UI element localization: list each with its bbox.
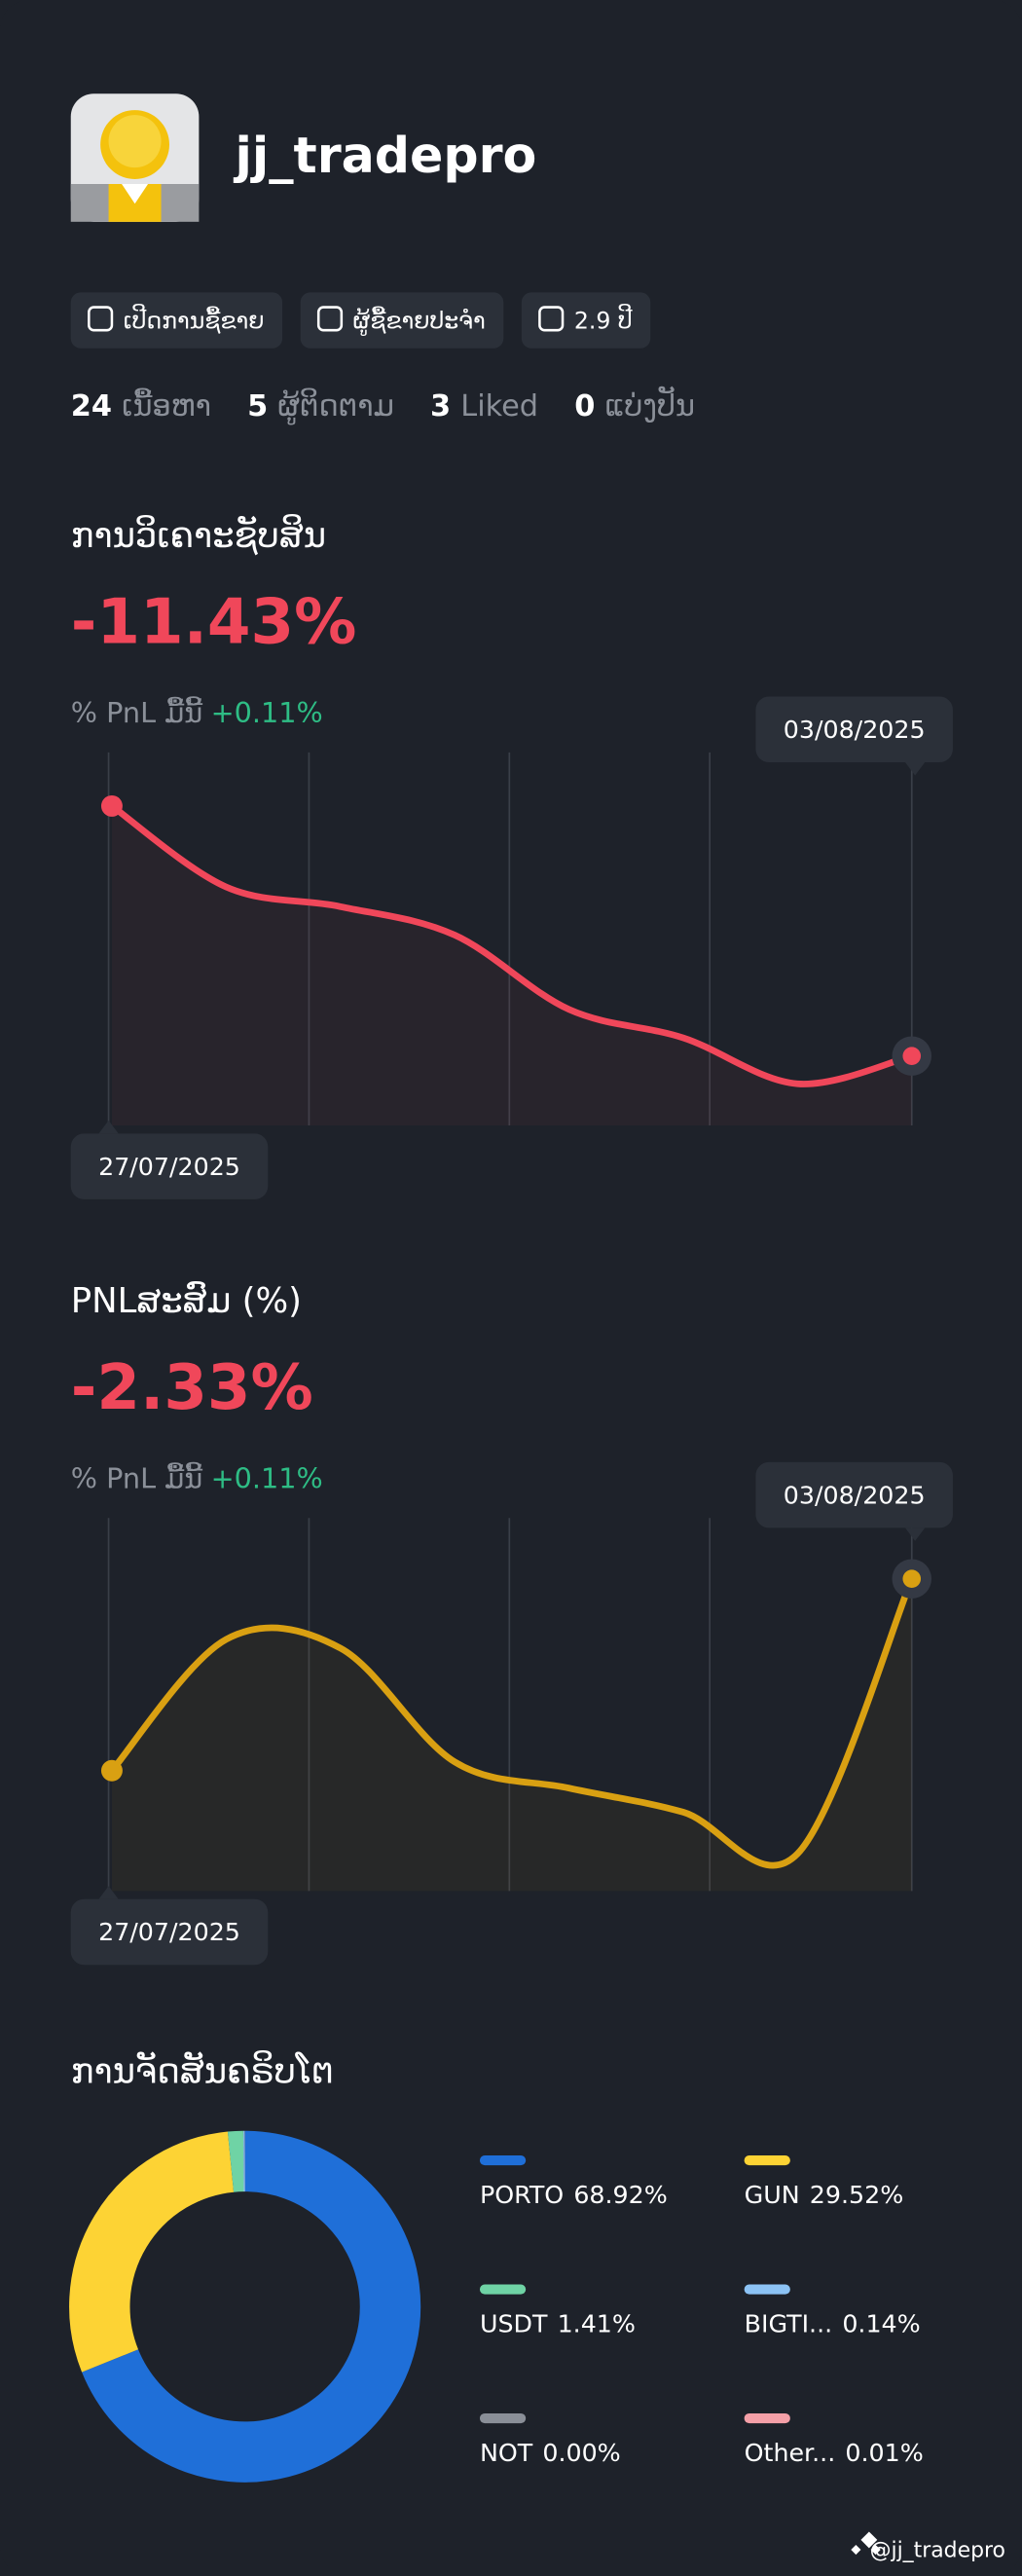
legend-swatch: [744, 2284, 790, 2295]
start-point: [100, 794, 123, 817]
legend-item[interactable]: NOT 0.00%: [479, 2412, 621, 2467]
legend-swatch: [479, 2284, 527, 2295]
pnl-label: % PnL ມື້ນີ້: [71, 1461, 202, 1494]
legend-label: BIGTI...: [745, 2310, 833, 2338]
legend-swatch: [479, 2155, 527, 2166]
username: jj_tradepro: [234, 127, 537, 184]
section-title: ການວິເຄາະຊັບສິນ: [71, 514, 326, 556]
donut-segment: [82, 2130, 421, 2483]
badge-label: 2.9 ປີ: [574, 304, 633, 335]
tooltip-date: 03/08/2025: [784, 716, 926, 744]
tooltip-arrow: [905, 1527, 926, 1541]
stat-label: ເນື້ອຫາ: [122, 387, 211, 423]
tooltip: [755, 1461, 953, 1528]
legend-value: 1.41%: [558, 2310, 636, 2338]
tooltip-arrow: [98, 1120, 119, 1134]
legend-value: 0.01%: [845, 2439, 923, 2467]
badge-icon: [538, 306, 565, 332]
legend-value: 29.52%: [810, 2181, 903, 2209]
headline-value: -11.43%: [71, 586, 357, 659]
pnl-change: +0.11%: [211, 1461, 323, 1494]
section-title: ການຈັດສັນຄຣິບໂຕ: [71, 2050, 334, 2091]
legend-item[interactable]: PORTO 68.92%: [479, 2155, 668, 2209]
stat-label: ແບ່ງປັນ: [604, 386, 695, 423]
line: [108, 1575, 916, 1869]
end-point: [902, 1569, 922, 1588]
line-area: [111, 805, 912, 1125]
stat-value: 0: [574, 389, 595, 423]
badge-icon: [316, 306, 344, 332]
legend-label: USDT: [480, 2310, 548, 2338]
tooltip: [70, 1133, 269, 1199]
badge-bg: [70, 292, 283, 349]
legend-swatch: [479, 2412, 527, 2424]
legend-item[interactable]: BIGTI... 0.14%: [744, 2284, 921, 2338]
legend-label: PORTO: [480, 2181, 564, 2209]
legend-swatch: [744, 2155, 790, 2166]
badge[interactable]: ເປີດການຊື້ຂາຍ: [70, 292, 283, 349]
legend-label: Other...: [745, 2439, 836, 2467]
stat-value: 5: [247, 389, 268, 423]
avatar[interactable]: [70, 93, 200, 222]
tooltip-arrow: [98, 1886, 119, 1899]
line-area: [111, 1578, 912, 1892]
headline-value: -2.33%: [71, 1351, 313, 1424]
stat-label: ຜູ້ຕິດຕາມ: [277, 387, 394, 424]
legend-label: NOT: [480, 2439, 533, 2467]
legend-item[interactable]: Other... 0.01%: [744, 2412, 924, 2467]
end-point: [902, 1047, 922, 1065]
legend-value: 0.14%: [842, 2310, 920, 2338]
tooltip-date: 27/07/2025: [98, 1918, 240, 1946]
stat-label: Liked: [460, 389, 538, 423]
legend-value: 0.00%: [542, 2439, 620, 2467]
tooltip-date: 03/08/2025: [784, 1481, 926, 1509]
legend-item[interactable]: GUN 29.52%: [744, 2155, 904, 2209]
tooltip: [70, 1898, 269, 1966]
tooltip: [755, 696, 953, 762]
section-title: PNLສະສົມ (%): [71, 1281, 302, 1322]
badge-icon: [88, 306, 114, 332]
badge-bg: [300, 292, 504, 349]
pnl-change: +0.11%: [211, 696, 323, 729]
badge[interactable]: ຜູ້ຊື້ຂາຍປະຈຳ: [300, 292, 504, 349]
tooltip-arrow: [905, 762, 926, 776]
legend-swatch: [744, 2412, 790, 2424]
start-point: [100, 1759, 123, 1782]
badge-label: ຜູ້ຊື້ຂາຍປະຈຳ: [353, 306, 486, 336]
donut-segment: [69, 2131, 235, 2373]
line: [108, 802, 916, 1087]
watermark-logo: [851, 2531, 881, 2556]
tooltip-date: 27/07/2025: [98, 1153, 240, 1181]
watermark: @jj_tradepro: [870, 2539, 1005, 2563]
stat-value: 24: [71, 389, 112, 423]
stat-value: 3: [430, 389, 451, 423]
donut-segment: [227, 2130, 244, 2192]
badge[interactable]: 2.9 ປີ: [521, 292, 651, 349]
legend-item[interactable]: USDT 1.41%: [479, 2284, 636, 2338]
legend-value: 68.92%: [573, 2181, 667, 2209]
pnl-label: % PnL ມື້ນີ້: [71, 696, 202, 729]
badge-label: ເປີດການຊື້ຂາຍ: [124, 304, 265, 335]
legend-label: GUN: [745, 2181, 800, 2209]
